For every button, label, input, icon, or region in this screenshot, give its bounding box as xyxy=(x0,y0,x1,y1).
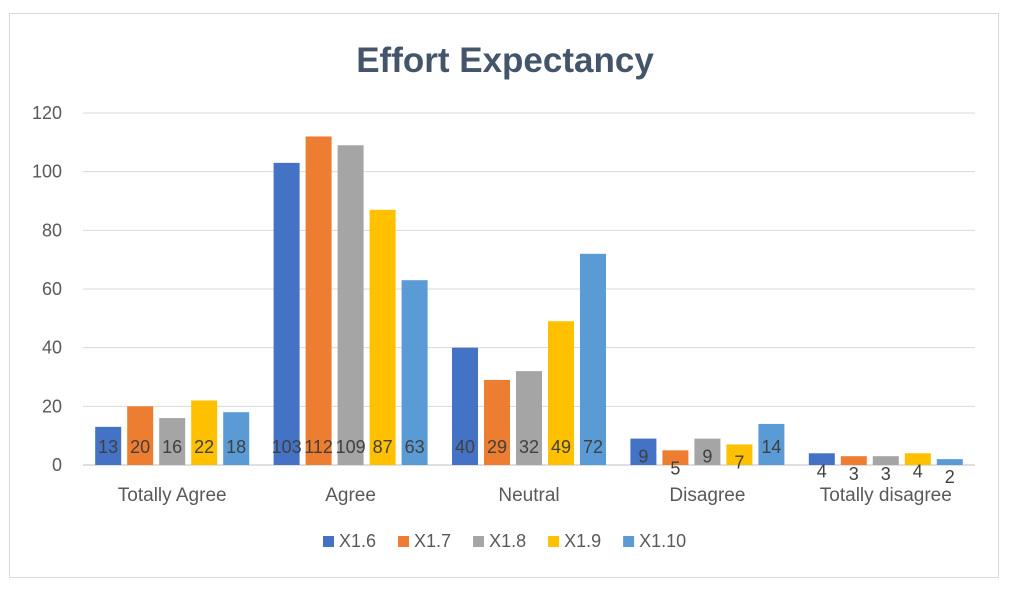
bar xyxy=(872,456,899,465)
data-label: 3 xyxy=(881,464,891,484)
bar xyxy=(369,209,396,465)
bar xyxy=(191,400,218,465)
bar xyxy=(630,438,657,465)
data-label: 4 xyxy=(817,461,827,481)
bar xyxy=(936,459,963,465)
data-label: 5 xyxy=(670,458,680,478)
data-label: 13 xyxy=(98,437,118,457)
legend-label: X1.6 xyxy=(339,531,376,551)
bar xyxy=(516,371,542,465)
y-tick-label: 0 xyxy=(52,455,62,475)
chart-title: Effort Expectancy xyxy=(356,41,654,80)
data-label: 112 xyxy=(304,437,333,457)
data-label: 22 xyxy=(194,437,214,457)
data-label: 63 xyxy=(405,437,425,457)
bar xyxy=(662,450,689,465)
y-tick-label: 40 xyxy=(42,338,62,358)
data-label: 40 xyxy=(455,437,475,457)
bar xyxy=(401,280,428,465)
legend-swatch xyxy=(473,536,485,547)
data-label: 4 xyxy=(913,461,923,481)
y-tick-label: 20 xyxy=(42,396,62,416)
data-label: 9 xyxy=(638,447,648,467)
data-labels: 13 20 16 22 18 103 112 109 87 63 40 29 32 49 72 959 7144… xyxy=(98,437,955,487)
legend-label: X1.10 xyxy=(639,531,686,551)
data-label: 20 xyxy=(130,437,150,457)
legend-swatch xyxy=(398,536,410,547)
y-axis-ticks: 0 20 40 60 80 100 120 xyxy=(32,103,62,475)
legend-swatch xyxy=(323,536,334,547)
data-label: 2 xyxy=(945,467,955,487)
bar xyxy=(726,444,753,465)
data-label: 87 xyxy=(373,437,393,457)
data-label: 18 xyxy=(226,437,246,457)
data-label: 3 xyxy=(849,464,859,484)
x-category-label: Disagree xyxy=(669,485,745,506)
y-tick-label: 80 xyxy=(42,220,62,240)
y-tick-label: 120 xyxy=(32,103,62,123)
x-category-label: Agree xyxy=(325,485,376,506)
data-label: 14 xyxy=(761,437,781,457)
bar xyxy=(159,418,186,465)
legend-label: X1.7 xyxy=(414,531,451,551)
data-label: 16 xyxy=(162,437,182,457)
data-label: 72 xyxy=(583,437,603,457)
bar xyxy=(840,456,867,465)
data-label: 29 xyxy=(487,437,507,457)
bar xyxy=(808,453,835,465)
legend-label: X1.9 xyxy=(564,531,601,551)
data-label: 49 xyxy=(551,437,571,457)
x-category-label: Totally disagree xyxy=(820,485,952,506)
x-category-label: Totally Agree xyxy=(118,485,227,506)
bar xyxy=(305,136,332,465)
bar xyxy=(484,379,510,465)
data-label: 32 xyxy=(519,437,539,457)
bar xyxy=(904,453,931,465)
bar xyxy=(452,347,478,465)
data-label: 9 xyxy=(702,447,712,467)
bar xyxy=(548,321,574,465)
bar xyxy=(273,162,300,465)
legend-swatch xyxy=(548,536,560,547)
data-label: 7 xyxy=(734,452,744,472)
x-category-label: Neutral xyxy=(498,485,559,506)
bar xyxy=(694,438,721,465)
bar-chart: Effort Expectancy 0 20 40 60 80 100 120 13 20 16… xyxy=(32,41,975,551)
legend-label: X1.8 xyxy=(489,531,526,551)
bar xyxy=(337,145,364,465)
y-tick-label: 100 xyxy=(32,162,62,182)
legend-swatch xyxy=(623,536,635,547)
bar xyxy=(223,412,250,465)
bar xyxy=(127,406,154,465)
data-label: 109 xyxy=(336,437,366,457)
chart-frame: Effort Expectancy 0 20 40 60 80 100 120 13 20 16… xyxy=(9,13,999,578)
bars xyxy=(95,136,963,465)
x-axis-categories: Totally Agree Agree Neutral Disagree Totally… xyxy=(118,485,952,506)
y-tick-label: 60 xyxy=(42,279,62,299)
data-label: 103 xyxy=(272,437,302,457)
bar xyxy=(758,423,785,465)
gridlines xyxy=(83,112,975,466)
bar xyxy=(95,426,122,465)
legend: X1.6 X1.7 X1.8 X1.9 X1.10 xyxy=(323,531,686,551)
bar xyxy=(580,253,606,465)
